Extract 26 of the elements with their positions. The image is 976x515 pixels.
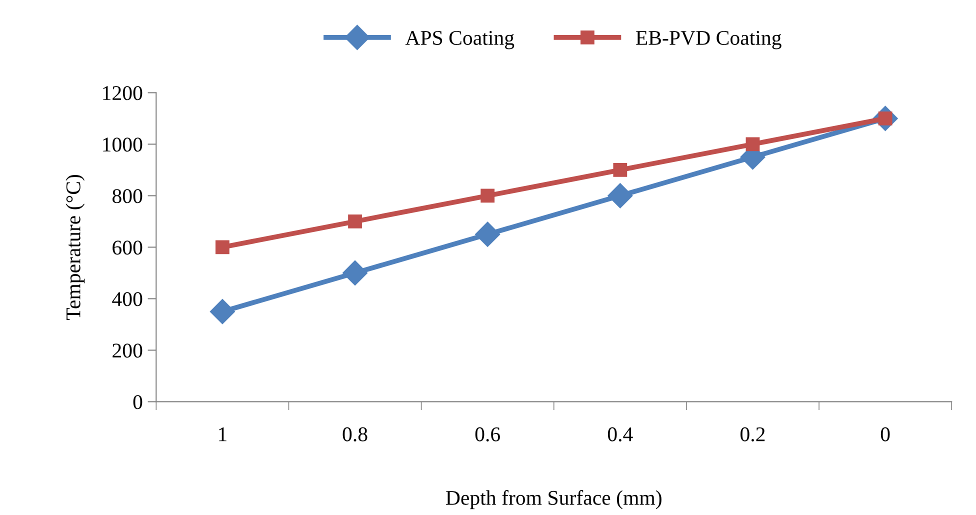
point: [348, 214, 362, 228]
legend-label: EB-PVD Coating: [636, 30, 782, 50]
point: [342, 260, 368, 286]
y-tick-label: 1200: [103, 86, 142, 100]
y-tick-label: 800: [112, 189, 142, 204]
y-tick-label: 400: [112, 292, 142, 306]
point: [480, 188, 495, 203]
legend-label: APS Coating: [405, 30, 514, 50]
x-tick-label: 0.8: [342, 427, 368, 442]
y-tick-label: 1000: [103, 138, 142, 152]
point: [210, 299, 235, 324]
point: [475, 222, 500, 247]
x-axis-title: Depth from Surface (mm): [446, 490, 662, 510]
x-tick-label: 0: [880, 427, 890, 442]
y-tick-label: 600: [112, 240, 142, 255]
point: [613, 163, 628, 177]
y-tick-label: 200: [112, 344, 142, 358]
point: [746, 137, 760, 152]
point: [216, 240, 230, 254]
y-tick-label: 0: [133, 395, 142, 410]
x-tick-label: 1: [219, 427, 226, 442]
x-tick-label: 0.2: [740, 427, 765, 442]
x-tick-label: 0.6: [475, 427, 500, 442]
y-axis-title: Temperature (°C): [66, 174, 85, 320]
x-tick-label: 0.4: [608, 427, 633, 442]
point: [608, 183, 633, 208]
